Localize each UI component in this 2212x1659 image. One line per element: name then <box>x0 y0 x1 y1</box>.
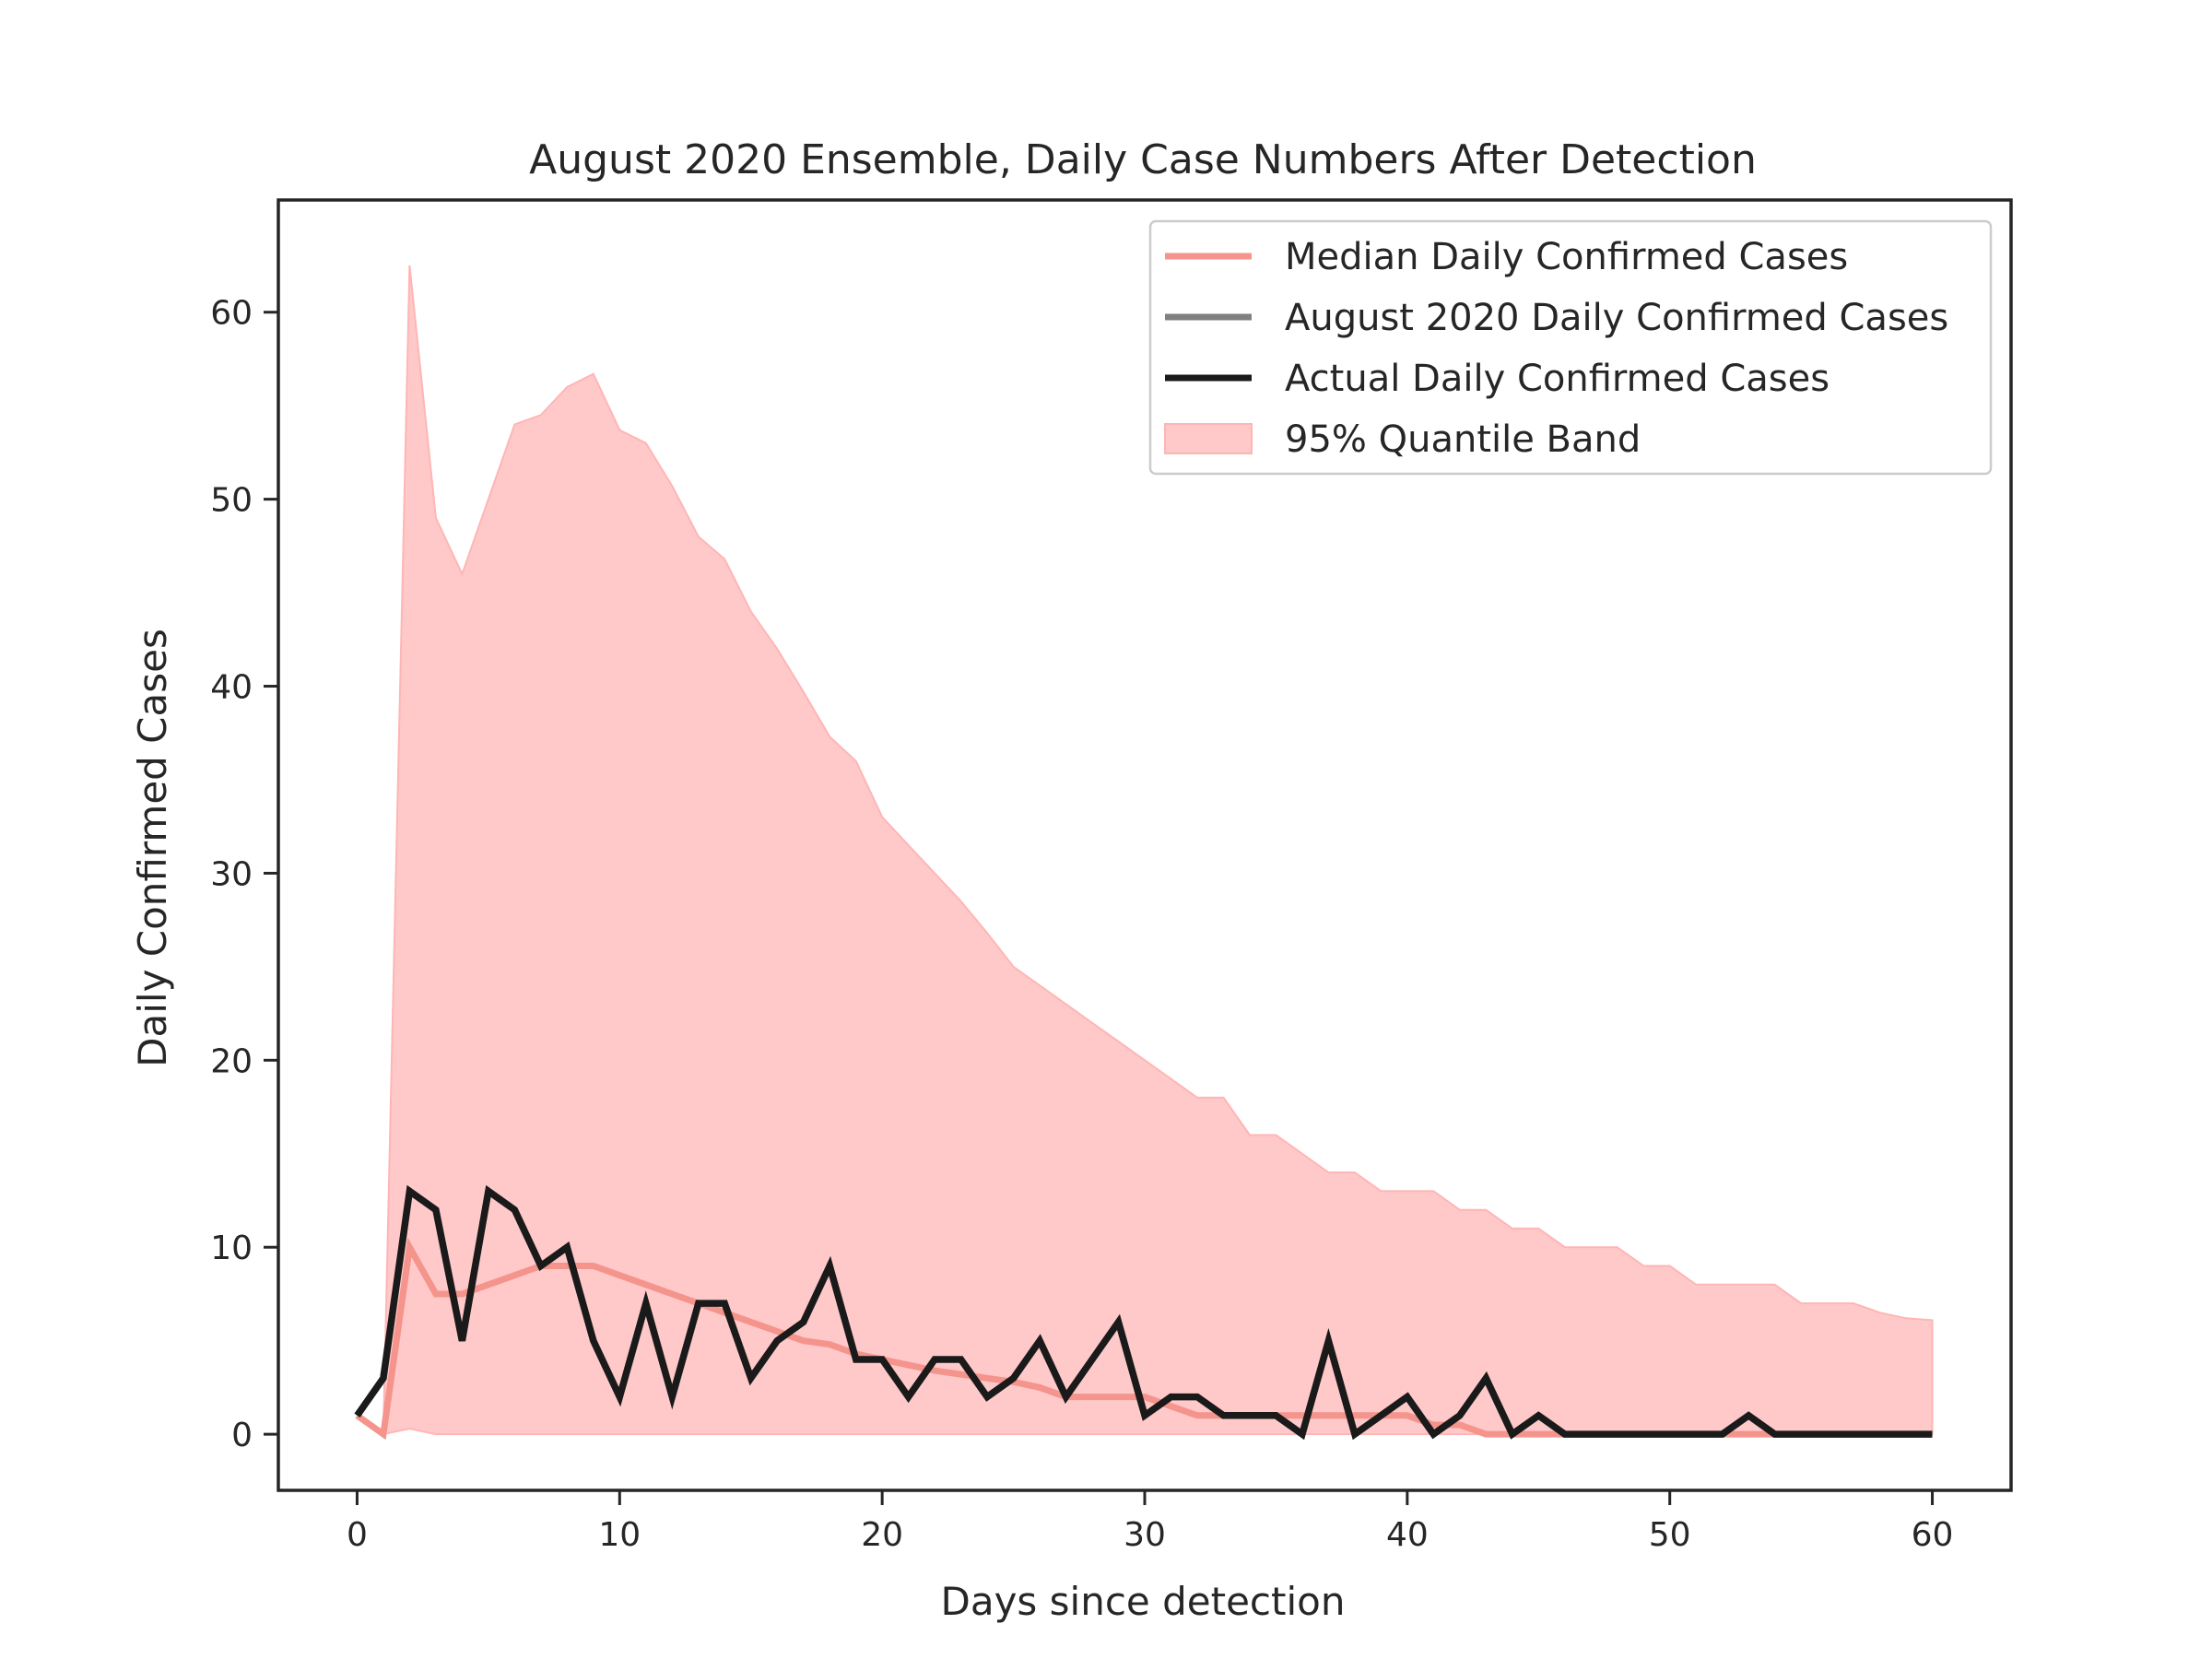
actual-series-line <box>354 1184 1933 1441</box>
legend-entry-label: Actual Daily Confirmed Cases <box>1285 358 1830 400</box>
x-tick-label: 40 <box>1386 1516 1429 1554</box>
legend: Median Daily Confirmed Cases August 2020 … <box>1148 219 1993 476</box>
y-tick-label: 40 <box>210 669 253 707</box>
legend-swatch-band <box>1164 423 1253 454</box>
x-axis-label: Days since detection <box>941 1579 1346 1624</box>
legend-entry-label: August 2020 Daily Confirmed Cases <box>1285 297 1948 339</box>
y-tick-label: 60 <box>210 295 253 333</box>
y-tick-label: 50 <box>210 482 253 520</box>
y-tick-label: 0 <box>231 1417 253 1454</box>
y-tick-label: 20 <box>210 1042 253 1080</box>
legend-box <box>1148 219 1993 476</box>
x-tick-label: 20 <box>861 1516 903 1554</box>
plot-area: 0 10 20 30 40 50 60 0 10 20 30 40 50 60 <box>210 198 2013 1554</box>
chart-title: August 2020 Ensemble, Daily Case Numbers… <box>529 136 1757 183</box>
y-tick-label: 30 <box>210 855 253 893</box>
x-tick-label: 60 <box>1912 1516 1954 1554</box>
y-tick-label: 10 <box>210 1230 253 1267</box>
x-tick-label: 10 <box>598 1516 641 1554</box>
y-axis-label: Daily Confirmed Cases <box>130 629 175 1067</box>
x-tick-label: 50 <box>1649 1516 1691 1554</box>
x-tick-label: 0 <box>347 1516 368 1554</box>
quantile-band-area <box>356 265 1934 1437</box>
legend-entry-label: Median Daily Confirmed Cases <box>1285 236 1848 278</box>
legend-entry-label: 95% Quantile Band <box>1285 418 1641 461</box>
x-tick-label: 30 <box>1124 1516 1166 1554</box>
